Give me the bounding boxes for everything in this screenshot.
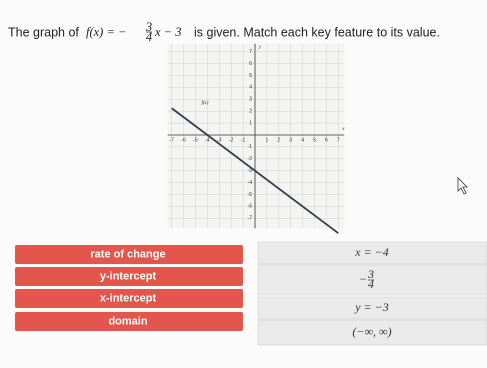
feature-button[interactable] (15, 312, 243, 331)
x-tick-label: 5 (313, 137, 316, 143)
y-tick-label: -2 (248, 156, 253, 162)
answer-denominator: 4 (368, 277, 374, 291)
x-tick-label: 3 (289, 137, 292, 143)
x-tick-label: -3 (217, 137, 222, 143)
y-tick-label: 2 (249, 109, 252, 115)
y-tick-label: -6 (248, 204, 253, 210)
question-suffix: is given. Match each key feature to its … (194, 25, 440, 39)
y-tick-label: -3 (248, 168, 253, 174)
y-tick-label: 6 (249, 61, 252, 67)
y-tick-label: -1 (248, 144, 253, 150)
x-tick-label: 6 (325, 137, 328, 143)
y-tick-label: 1 (249, 120, 252, 126)
feature-label: y-intercept (100, 270, 157, 282)
y-tick-label: -7 (248, 216, 253, 222)
graph: -7 -6 -5 -4 -3 -2 -1 1 2 3 4 5 6 7 7 6 5 4 3 2 1 -1 -2 -3 -4 -5 -6… (167, 43, 345, 234)
y-tick-label: 4 (249, 85, 252, 91)
graph-area (167, 43, 345, 229)
function-label: f(x) (201, 101, 208, 106)
answer-label: (−∞, ∞) (352, 324, 391, 338)
y-tick-label: 3 (249, 97, 252, 103)
y-tick-label: 5 (249, 73, 252, 79)
feature-button[interactable] (15, 289, 243, 308)
feature-button[interactable] (15, 267, 243, 286)
y-axis-label: y (258, 45, 262, 50)
x-tick-label: -7 (169, 137, 174, 143)
x-tick-label: -5 (193, 137, 198, 143)
answer-label: y = −3 (354, 300, 389, 314)
answer-box[interactable] (257, 241, 487, 265)
x-tick-label: 4 (301, 137, 304, 143)
x-tick-label: 7 (337, 137, 340, 143)
matching: rate of change y-intercept x-intercept doma… (15, 241, 487, 346)
x-tick-label: 2 (277, 137, 280, 143)
answer-box[interactable] (257, 319, 487, 346)
answer-box[interactable] (257, 296, 487, 320)
x-tick-label: -4 (205, 137, 210, 143)
formula-rhs: x − 3 (154, 25, 181, 39)
y-tick-label: -5 (248, 192, 253, 198)
x-tick-label: -1 (241, 137, 246, 143)
x-tick-label: -2 (229, 137, 234, 143)
answer-sign: − (359, 272, 367, 286)
feature-label: domain (108, 315, 147, 327)
feature-label: rate of change (90, 248, 165, 260)
question-prefix: The graph of (8, 25, 79, 39)
formula-lhs: f(x) = − (86, 25, 126, 39)
x-tick-label: 1 (266, 137, 269, 143)
feature-label: x-intercept (100, 292, 157, 304)
formula-denominator: 4 (146, 30, 152, 44)
x-tick-label: -6 (181, 137, 186, 143)
cursor (457, 177, 468, 195)
feature-button[interactable] (15, 245, 243, 264)
answer-label: x = −4 (354, 245, 389, 259)
function-line (171, 107, 339, 234)
formula-numerator: 3 (145, 20, 152, 34)
y-tick-label: -4 (248, 180, 253, 186)
answer-numerator: 3 (367, 267, 374, 281)
y-tick-label: 7 (249, 49, 252, 55)
x-axis-label: x (341, 127, 345, 132)
